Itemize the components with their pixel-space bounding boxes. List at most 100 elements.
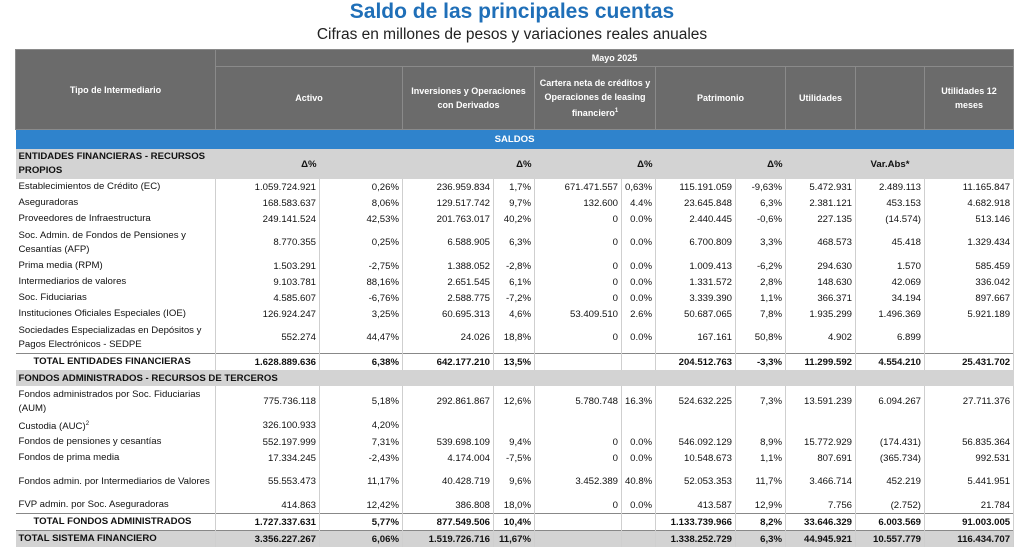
row-label-text: Sociedades Especializadas en Depósitos y… (18, 324, 202, 350)
col-utilidades12-header: Utilidades 12 meses (923, 66, 1015, 130)
cell-patrimonio: 3.339.390 (655, 290, 736, 306)
cell-activo: 3.356.227.267 (215, 530, 320, 548)
cell-util: 227.135 (785, 211, 856, 227)
cell-activo: 775.736.118 (215, 386, 320, 417)
cell-util: 33.646.329 (785, 513, 856, 531)
period-header: Mayo 2025 (214, 49, 1015, 67)
cell-util12: 585.459 (924, 258, 1015, 274)
row-label: Prima media (RPM) (15, 258, 216, 274)
row-label: TOTAL SISTEMA FINANCIERO (15, 530, 216, 548)
cell-i-pct (493, 417, 535, 435)
cell-util12: 4.682.918 (924, 195, 1015, 211)
table-row: Prima media (RPM) 1.503.291 -2,75% 1.388.05… (15, 258, 1015, 274)
cell-a-pct: 42,53% (319, 211, 403, 227)
cell-c-pct: 0.0% (621, 211, 656, 227)
cell-a-pct: 7,31% (319, 434, 403, 451)
section-terceros-label: FONDOS ADMINISTRADOS - RECURSOS DE TERCE… (15, 370, 1014, 386)
cell-varabs: 42.069 (855, 274, 925, 290)
cell-patrimonio: 50.687.065 (655, 306, 736, 322)
row-label-text: TOTAL ENTIDADES FINANCIERAS (33, 356, 191, 367)
cell-p-pct: 8,9% (735, 434, 786, 451)
cell-a-pct: -2,43% (319, 450, 403, 467)
col-utilidades-header: Utilidades (785, 66, 856, 130)
cell-c-pct: 2.6% (621, 306, 656, 322)
cell-p-pct: -9,63% (735, 179, 786, 195)
cell-varabs: 6.003.569 (855, 513, 925, 531)
cell-i-pct: 9,7% (493, 195, 535, 211)
cell-patrimonio: 10.548.673 (655, 450, 736, 467)
cell-util12: 11.165.847 (924, 179, 1015, 195)
cell-activo: 552.274 (215, 322, 320, 354)
cell-varabs (855, 417, 925, 435)
cell-varabs: 452.219 (855, 466, 925, 498)
cell-i-pct: 4,6% (493, 306, 535, 322)
cell-cartera: 0 (534, 274, 622, 290)
cell-patrimonio: 1.331.572 (655, 274, 736, 290)
cell-util12: 27.711.376 (924, 386, 1015, 417)
cell-util12: 336.042 (924, 274, 1015, 290)
row-label: Fondos administrados por Soc. Fiduciaria… (15, 386, 216, 417)
cell-i-pct: 11,67% (493, 530, 535, 548)
cell-a-pct: 8,06% (319, 195, 403, 211)
cell-i-pct: 9,4% (493, 434, 535, 451)
cell-varabs: 6.899 (855, 322, 925, 354)
row-label: Instituciones Oficiales Especiales (IOE) (15, 306, 216, 322)
cell-util: 294.630 (785, 258, 856, 274)
cell-util: 15.772.929 (785, 434, 856, 451)
table-row: Aseguradoras 168.583.637 8,06% 129.517.742 9… (15, 195, 1015, 211)
row-label: Fondos de prima media (15, 450, 216, 467)
cell-p-pct (735, 417, 786, 435)
row-label-text: TOTAL FONDOS ADMINISTRADOS (33, 516, 192, 528)
cell-util: 7.756 (785, 497, 856, 514)
cell-cartera (534, 417, 622, 435)
cell-cartera: 671.471.557 (534, 179, 622, 195)
row-label-text: Soc. Fiduciarias (18, 292, 87, 303)
cell-varabs: 4.554.210 (855, 353, 925, 370)
cell-p-pct: 7,8% (735, 306, 786, 322)
cell-c-pct: 0.0% (621, 227, 656, 258)
col-varabs-header (855, 66, 925, 130)
page-title: Saldo de las principales cuentas (349, 0, 675, 23)
page-subtitle: Cifras en millones de pesos y variacione… (316, 26, 708, 43)
cell-c-pct (621, 513, 656, 531)
saldos-band: SALDOS (15, 129, 1014, 149)
cell-cartera: 3.452.389 (534, 466, 622, 498)
cell-p-pct: 1,1% (735, 290, 786, 306)
accounts-table: Tipo de Intermediario Mayo 2025 Activo I… (15, 49, 1015, 548)
cell-activo: 17.334.245 (215, 450, 320, 467)
cell-cartera: 132.600 (534, 195, 622, 211)
cell-i-pct: -7,2% (493, 290, 535, 306)
cell-c-pct: 40.8% (621, 466, 656, 498)
section-propios: ENTIDADES FINANCIERAS - RECURSOS PROPIOS… (15, 149, 1014, 179)
table-row: FVP admin. por Soc. Aseguradoras 414.863 1… (15, 497, 1015, 514)
cell-activo: 414.863 (215, 497, 320, 514)
saldos-label: SALDOS (15, 129, 1014, 149)
cell-inv: 6.588.905 (402, 227, 494, 258)
table-row: Instituciones Oficiales Especiales (IOE)… (15, 306, 1015, 322)
cell-patrimonio: 23.645.848 (655, 195, 736, 211)
row-label-text: Fondos administrados por Soc. Fiduciaria… (18, 388, 201, 414)
cell-inv: 40.428.719 (402, 466, 494, 498)
row-label: Sociedades Especializadas en Depósitos y… (15, 322, 216, 354)
cell-p-pct: 8,2% (735, 513, 786, 531)
row-label-text: Fondos admin. por Intermediarios de Valo… (18, 475, 210, 487)
cell-a-pct: -6,76% (319, 290, 403, 306)
cell-cartera (534, 353, 622, 370)
cell-a-pct: 4,20% (319, 417, 403, 435)
cell-activo: 9.103.781 (215, 274, 320, 290)
cell-varabs: 2.489.113 (855, 179, 925, 195)
cell-c-pct: 0.0% (621, 274, 656, 290)
cell-varabs: 34.194 (855, 290, 925, 306)
cell-inv: 386.808 (402, 497, 494, 514)
cell-varabs: (2.752) (855, 497, 925, 514)
cell-activo: 326.100.933 (215, 417, 320, 435)
cell-activo: 1.628.889.636 (215, 353, 320, 370)
cell-util: 5.472.931 (785, 179, 856, 195)
cell-p-pct: 2,8% (735, 274, 786, 290)
row-label: Proveedores de Infraestructura (15, 211, 216, 227)
cell-i-pct: 40,2% (493, 211, 535, 227)
row-label: Intermediarios de valores (15, 274, 216, 290)
cell-cartera: 0 (534, 290, 622, 306)
cell-util: 807.691 (785, 450, 856, 467)
cell-activo: 552.197.999 (215, 434, 320, 451)
